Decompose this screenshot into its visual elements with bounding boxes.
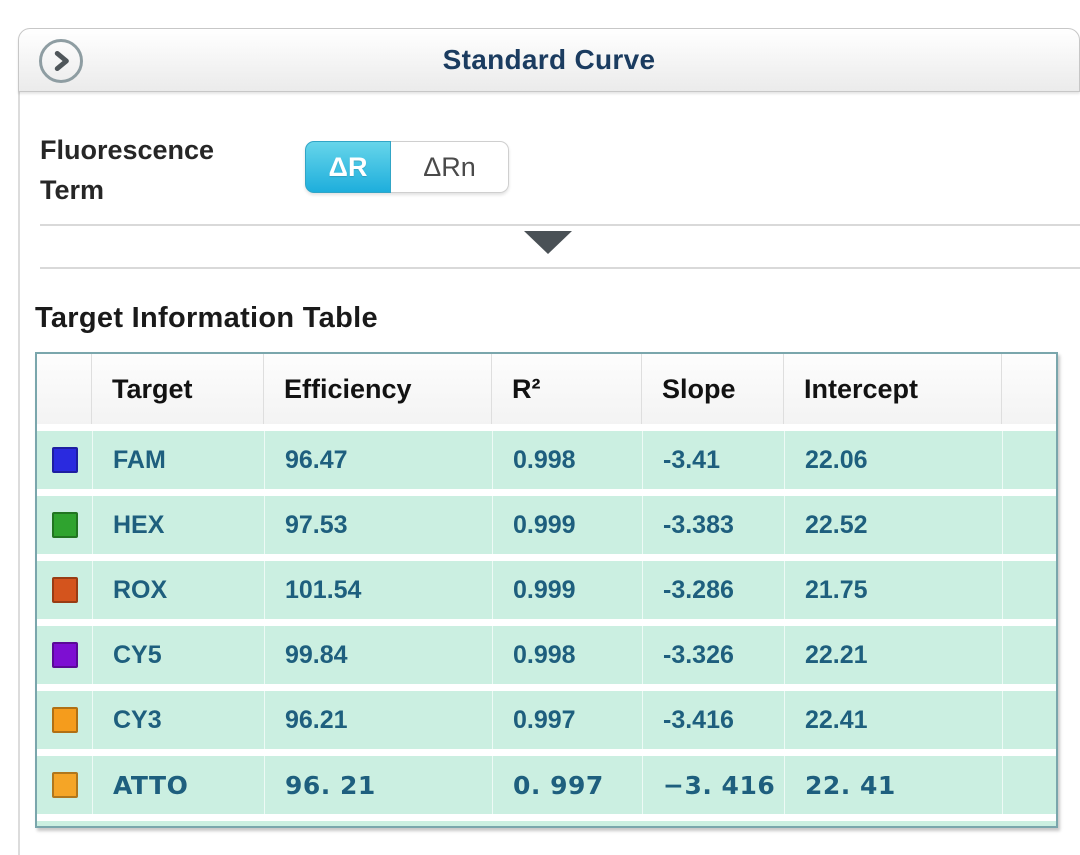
table-heading: Target Information Table — [35, 302, 378, 334]
table-row-cy3[interactable]: CY3 96.21 0.997 -3.416 22.41 — [37, 691, 1056, 749]
color-swatch — [51, 577, 78, 603]
cell-target: ROX — [92, 561, 264, 619]
swatch-cell — [37, 691, 92, 749]
color-swatch — [51, 447, 78, 473]
cell-r-squared: 0.999 — [492, 496, 642, 554]
chevron-right-icon — [48, 48, 74, 74]
cell-intercept: 21.75 — [784, 561, 1002, 619]
cell-target: CY3 — [92, 691, 264, 749]
column-header-swatch — [37, 354, 92, 424]
column-header-r-squared: R² — [492, 354, 642, 424]
table-row-rox[interactable]: ROX 101.54 0.999 -3.286 21.75 — [37, 561, 1056, 619]
cell-r-squared: 0.999 — [492, 561, 642, 619]
cell-slope: −3. 416 — [642, 756, 784, 814]
toggle-option-delta-r[interactable]: ΔR — [305, 141, 391, 193]
collapse-panel-button[interactable] — [39, 39, 83, 83]
cell-intercept: 22.06 — [784, 431, 1002, 489]
cell-filler — [1002, 626, 1056, 684]
target-information-table: Target Efficiency R² Slope Intercept FAM… — [35, 352, 1058, 828]
cell-r-squared: 0.998 — [492, 431, 642, 489]
cell-slope: -3.416 — [642, 691, 784, 749]
section-divider-top — [40, 224, 1080, 226]
panel-title: Standard Curve — [442, 44, 656, 75]
column-header-slope: Slope — [642, 354, 784, 424]
fluorescence-term-toggle: ΔR ΔRn — [305, 141, 509, 193]
cell-filler — [1002, 496, 1056, 554]
cell-efficiency: 96.21 — [264, 691, 492, 749]
cell-slope: -3.41 — [642, 431, 784, 489]
cell-target: FAM — [92, 431, 264, 489]
cell-target: HEX — [92, 496, 264, 554]
cell-intercept: 22.21 — [784, 626, 1002, 684]
cell-intercept: 22.41 — [784, 691, 1002, 749]
cell-filler — [1002, 691, 1056, 749]
swatch-cell — [37, 496, 92, 554]
cell-slope: -3.286 — [642, 561, 784, 619]
swatch-cell — [37, 431, 92, 489]
cell-intercept: 22. 41 — [784, 756, 1002, 814]
cell-filler — [1002, 756, 1056, 814]
panel-left-border — [18, 90, 20, 855]
cell-efficiency: 96. 21 — [264, 756, 492, 814]
section-divider-bottom — [40, 267, 1080, 269]
cell-intercept: 22.52 — [784, 496, 1002, 554]
cell-target: ATTO — [92, 756, 264, 814]
table-body: FAM 96.47 0.998 -3.41 22.06 HEX 97.53 0.… — [37, 424, 1056, 826]
color-swatch — [51, 707, 78, 733]
cell-efficiency: 97.53 — [264, 496, 492, 554]
cell-efficiency: 99.84 — [264, 626, 492, 684]
table-row-fam[interactable]: FAM 96.47 0.998 -3.41 22.06 — [37, 431, 1056, 489]
swatch-cell — [37, 756, 92, 814]
partial-next-row — [37, 821, 1056, 826]
cell-efficiency: 96.47 — [264, 431, 492, 489]
table-header-row: Target Efficiency R² Slope Intercept — [37, 354, 1056, 424]
cell-target: CY5 — [92, 626, 264, 684]
column-header-intercept: Intercept — [784, 354, 1002, 424]
table-row-atto[interactable]: ATTO 96. 21 0. 997 −3. 416 22. 41 — [37, 756, 1056, 814]
column-header-filler — [1002, 354, 1056, 424]
swatch-cell — [37, 561, 92, 619]
table-row-cy5[interactable]: CY5 99.84 0.998 -3.326 22.21 — [37, 626, 1056, 684]
color-swatch — [51, 772, 78, 798]
cell-slope: -3.326 — [642, 626, 784, 684]
toggle-option-delta-rn[interactable]: ΔRn — [391, 141, 509, 193]
cell-r-squared: 0.998 — [492, 626, 642, 684]
cell-efficiency: 101.54 — [264, 561, 492, 619]
cell-slope: -3.383 — [642, 496, 784, 554]
table-row-hex[interactable]: HEX 97.53 0.999 -3.383 22.52 — [37, 496, 1056, 554]
color-swatch — [51, 512, 78, 538]
fluorescence-term-label: Fluorescence Term — [40, 135, 215, 205]
triangle-down-icon[interactable] — [524, 231, 572, 254]
swatch-cell — [37, 626, 92, 684]
cell-filler — [1002, 561, 1056, 619]
cell-r-squared: 0. 997 — [492, 756, 642, 814]
column-header-target: Target — [92, 354, 264, 424]
column-header-efficiency: Efficiency — [264, 354, 492, 424]
color-swatch — [51, 642, 78, 668]
panel-header: Standard Curve — [18, 28, 1080, 92]
cell-r-squared: 0.997 — [492, 691, 642, 749]
cell-filler — [1002, 431, 1056, 489]
